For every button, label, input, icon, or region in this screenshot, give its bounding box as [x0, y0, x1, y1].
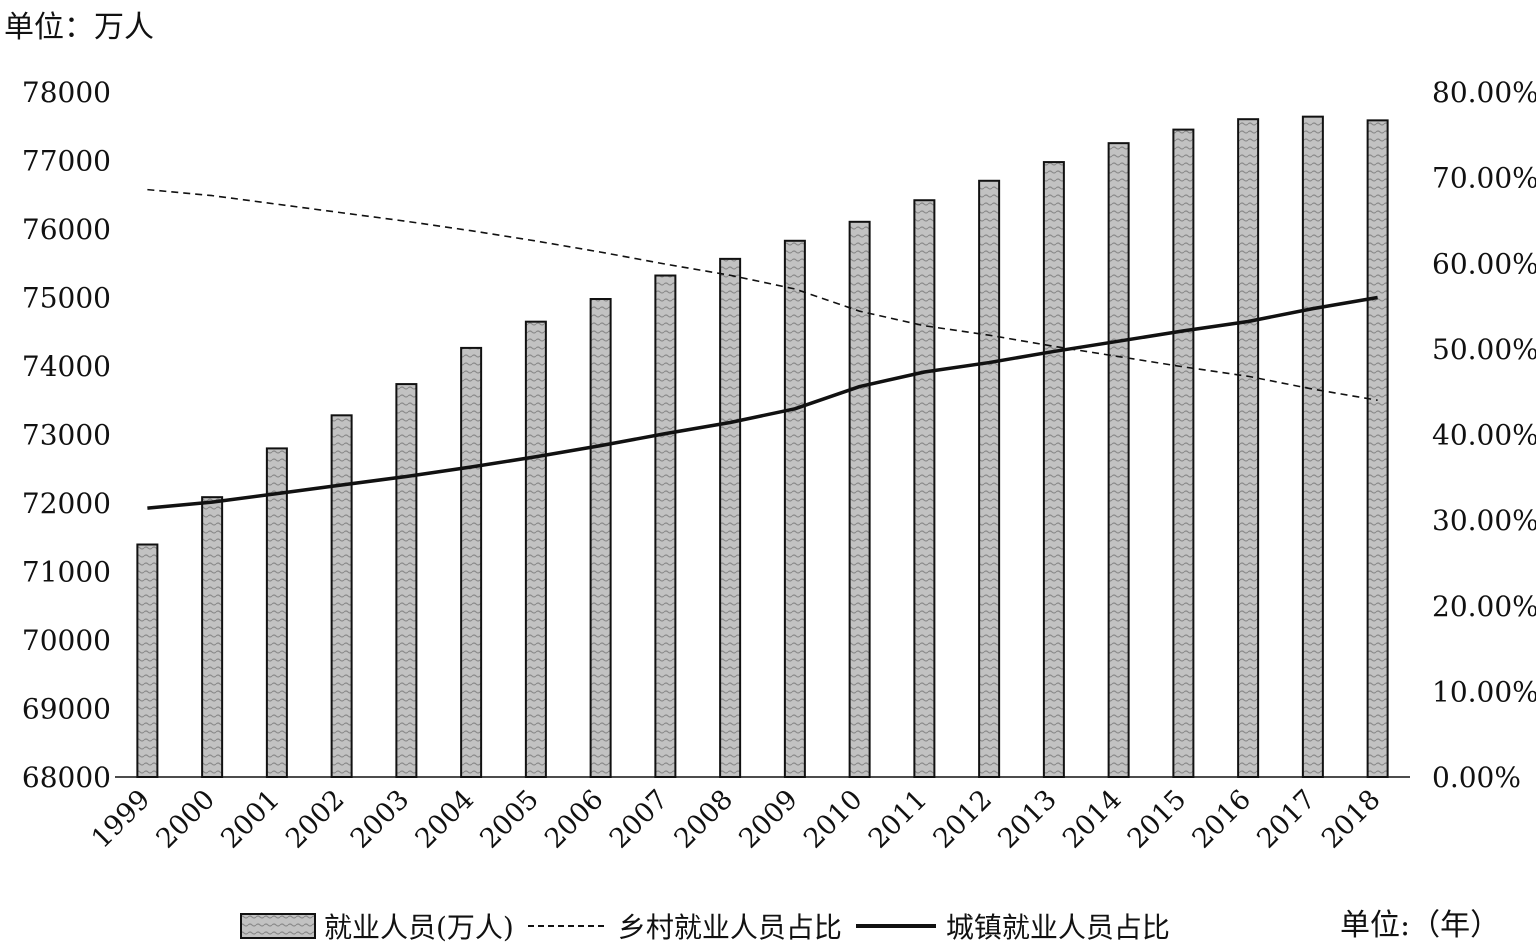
bar: [589, 298, 612, 778]
legend-swatch-solid-line: [855, 924, 936, 928]
bar: [136, 543, 159, 778]
bar: [1301, 115, 1324, 779]
x-tick-label: 2010: [798, 784, 869, 855]
y-right-tick-label: 10.00%: [1432, 675, 1536, 708]
x-tick-label: 2007: [604, 784, 675, 855]
x-tick-label: 2012: [928, 784, 999, 855]
y-left-tick-label: 75000: [22, 282, 111, 315]
bars-group: [136, 115, 1389, 779]
y-right-tick-label: 40.00%: [1432, 419, 1536, 452]
y-left-tick-label: 72000: [22, 487, 111, 520]
legend: 就业人员(万人) 乡村就业人员占比 城镇就业人员占比: [240, 906, 1184, 946]
y-left-tick-label: 77000: [22, 145, 111, 178]
x-axis-unit-label: 单位:（年）: [1340, 908, 1501, 943]
bar: [1107, 142, 1130, 778]
legend-label-rural: 乡村就业人员占比: [617, 911, 842, 944]
bar: [330, 414, 353, 778]
chart-canvas: 78000 77000 76000 75000 74000 73000 72000 71000…: [22, 76, 1536, 855]
bar: [1042, 161, 1065, 778]
y-right-tick-label: 30.00%: [1432, 504, 1536, 537]
y-left-tick-label: 70000: [22, 624, 111, 657]
bar: [265, 447, 288, 778]
x-tick-label: 2017: [1251, 784, 1322, 855]
y-right-tick-label: 20.00%: [1432, 590, 1536, 623]
bar: [783, 239, 806, 779]
x-tick-label: 2005: [474, 784, 545, 855]
legend-label-urban: 城镇就业人员占比: [945, 911, 1170, 944]
legend-swatch-dashed-line: [527, 925, 608, 927]
y-right-tick-label: 60.00%: [1432, 247, 1536, 280]
x-tick-label: 2018: [1316, 784, 1387, 855]
y-left-tick-label: 68000: [22, 761, 111, 794]
y-right-tick-label: 70.00%: [1432, 162, 1536, 195]
legend-swatch-bars: [240, 913, 316, 939]
series-line-rural: [147, 188, 1378, 402]
y-left-tick-label: 74000: [22, 350, 111, 383]
y-left-tick-label: 78000: [22, 76, 111, 109]
y-left-tick-label: 73000: [22, 419, 111, 452]
bar: [978, 179, 1001, 778]
x-tick-label: 2009: [733, 784, 804, 855]
legend-label-employment: 就业人员(万人): [324, 911, 514, 944]
x-tick-label: 2008: [669, 784, 740, 855]
bar: [524, 320, 547, 778]
x-tick-label: 2013: [992, 784, 1063, 855]
x-tick-label: 2014: [1057, 784, 1128, 855]
bar: [1366, 119, 1389, 778]
bar: [719, 257, 742, 778]
y-right-tick-label: 50.00%: [1432, 333, 1536, 366]
bar: [1172, 128, 1195, 778]
left-axis-unit-label: 单位：万人: [4, 10, 154, 45]
legend-item-employment: 就业人员(万人): [240, 906, 514, 946]
bar: [395, 383, 418, 778]
x-tick-label: 2016: [1187, 784, 1258, 855]
bar: [201, 496, 224, 778]
y-right-tick-label: 0.00%: [1432, 761, 1521, 794]
x-tick-label: 2015: [1122, 784, 1193, 855]
x-tick-label: 2004: [410, 784, 481, 855]
x-tick-label: 1999: [86, 784, 157, 855]
x-tick-label: 2003: [345, 784, 416, 855]
bar: [848, 220, 871, 778]
x-tick-label: 2000: [151, 784, 222, 855]
y-left-tick-label: 71000: [22, 556, 111, 589]
x-tick-label: 2002: [280, 784, 351, 855]
lines-group: [147, 188, 1378, 510]
bar: [1237, 118, 1260, 778]
legend-item-rural: 乡村就业人员占比: [527, 906, 842, 946]
legend-item-urban: 城镇就业人员占比: [855, 906, 1170, 946]
x-tick-label: 2001: [215, 784, 286, 855]
y-left-tick-label: 76000: [22, 213, 111, 246]
y-left-tick-label: 69000: [22, 693, 111, 726]
x-tick-label: 2011: [863, 784, 934, 855]
bar: [654, 274, 677, 778]
y-right-tick-label: 80.00%: [1432, 76, 1536, 109]
bar: [460, 346, 483, 778]
series-line-urban: [147, 295, 1378, 510]
bar: [913, 199, 936, 779]
x-tick-label: 2006: [539, 784, 610, 855]
